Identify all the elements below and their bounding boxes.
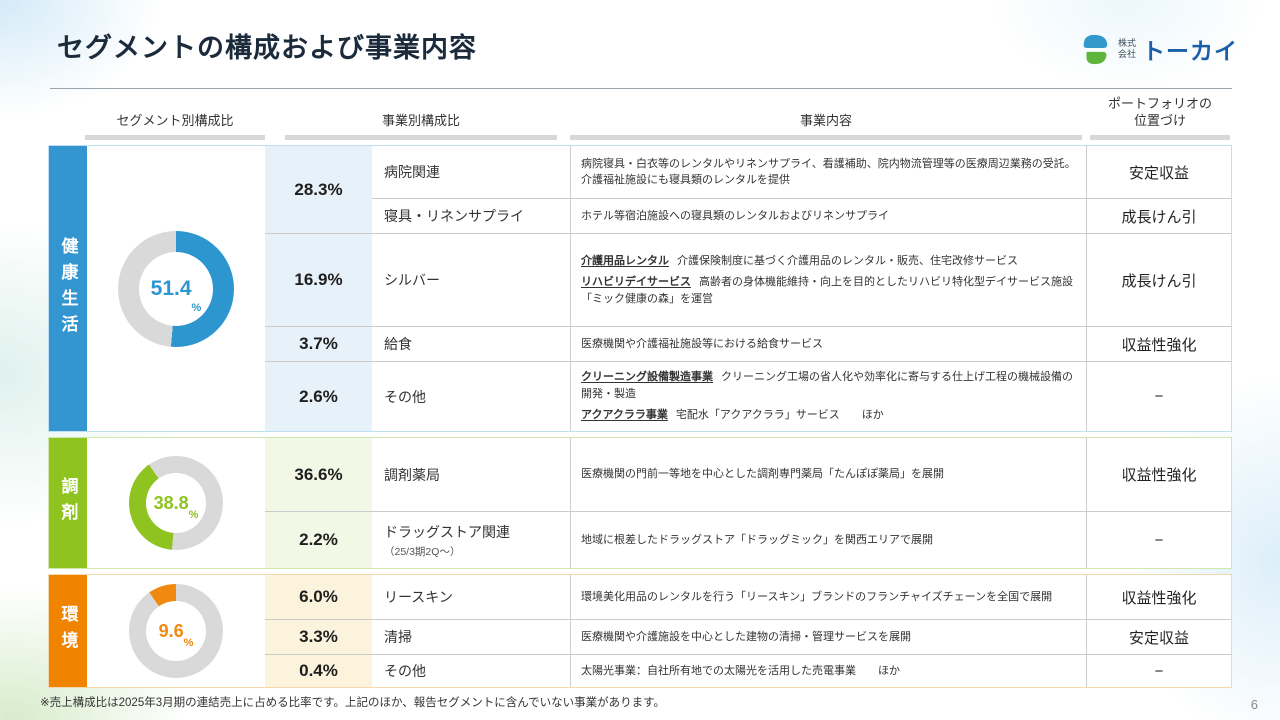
column-header-business-detail: 事業内容: [570, 112, 1082, 140]
business-name-cell: リースキン: [384, 589, 453, 605]
business-description-cell: 医療機関や介護福祉施設等における給食サービス: [570, 326, 1086, 361]
business-description-cell: 医療機関の門前一等地を中心とした調剤専門薬局「たんぽぽ薬局」を展開: [570, 438, 1086, 511]
business-name-cell: 寝具・リネンサプライ: [372, 198, 570, 233]
portfolio-cell: 収益性強化: [1086, 438, 1231, 511]
portfolio-cell: 収益性強化: [1086, 575, 1231, 619]
column-header-segment-ratio: セグメント別構成比: [85, 112, 265, 140]
donut-chart-environment: 9.6%: [129, 584, 223, 678]
segment-ratio-cell: 38.8%: [87, 438, 265, 568]
business-name-cell: 病院関連: [384, 164, 440, 180]
business-name-cell: 給食: [372, 326, 570, 361]
pct-cell: 3.3%: [265, 619, 372, 654]
pct-cell: 2.2%: [265, 511, 372, 568]
business-name-cell: シルバー: [372, 233, 570, 326]
column-header-business-ratio: 事業別構成比: [285, 112, 557, 140]
logo-leaf-icon: [1083, 34, 1108, 65]
business-description-cell: クリーニング設備製造事業 クリーニング工場の省人化や効率化に寄与する仕上げ工程の機…: [570, 361, 1086, 431]
business-description-cell: 地域に根差したドラッグストア「ドラッグミック」を関西エリアで展開: [570, 511, 1086, 568]
business-name-cell: ドラッグストア関連 （25/3期2Q〜）: [372, 511, 570, 568]
pct-cell: 36.6%: [265, 438, 372, 511]
segment-health-life: 健康生活 51.4% 28.3% 病院関連 病院寝具・白衣等のレンタルやリネンサ…: [48, 145, 1232, 432]
description-lead: リハビリデイサービス: [581, 276, 691, 289]
portfolio-cell: −: [1086, 654, 1231, 687]
portfolio-cell: 安定収益: [1086, 619, 1231, 654]
header-underline-bar: [285, 135, 557, 140]
page-title: セグメントの構成および事業内容: [57, 33, 477, 63]
logo-company-name: トーカイ: [1142, 38, 1238, 64]
segment-dispensing: 調剤 38.8% 36.6% 調剤薬局 医療機関の門前一等地を中心とした調剤専門…: [48, 437, 1232, 569]
header-underline-bar: [570, 135, 1082, 140]
business-description-cell: ホテル等宿泊施設への寝具類のレンタルおよびリネンサプライ: [570, 198, 1086, 233]
portfolio-cell: 収益性強化: [1086, 326, 1231, 361]
table-column-headers: セグメント別構成比 事業別構成比 事業内容 ポートフォリオの 位置づけ: [48, 92, 1232, 140]
portfolio-cell: −: [1086, 511, 1231, 568]
pct-cell: 16.9%: [265, 233, 372, 326]
header-underline-bar: [1090, 135, 1230, 140]
donut-center-value: 9.6%: [146, 601, 206, 661]
segment-ratio-cell: 51.4%: [87, 146, 265, 431]
header-underline-bar: [85, 135, 265, 140]
donut-center-value: 51.4%: [139, 251, 213, 326]
segment-table: 健康生活 51.4% 28.3% 病院関連 病院寝具・白衣等のレンタルやリネンサ…: [48, 145, 1232, 688]
portfolio-cell: 安定収益: [1086, 146, 1231, 198]
column-header-portfolio: ポートフォリオの 位置づけ: [1090, 95, 1230, 140]
business-description-cell: 介護用品レンタル 介護保険制度に基づく介護用品のレンタル・販売、住宅改修サービス …: [570, 233, 1086, 326]
segment-label-health-life: 健康生活: [49, 146, 87, 431]
pct-cell: 3.7%: [265, 326, 372, 361]
business-description-cell: 環境美化用品のレンタルを行う「リースキン」ブランドのフランチャイズチェーンを全国…: [570, 575, 1086, 619]
title-underline: [50, 88, 1232, 89]
footnote: ※売上構成比は2025年3月期の連結売上に占める比率です。上記のほか、報告セグメ…: [40, 697, 666, 709]
business-name-cell: 調剤薬局: [384, 466, 440, 483]
segment-ratio-cell: 9.6%: [87, 575, 265, 687]
business-description-cell: 医療機関や介護施設を中心とした建物の清掃・管理サービスを展開: [570, 619, 1086, 654]
description-lead: アクアクララ事業: [581, 409, 668, 422]
segment-label-environment: 環境: [49, 575, 87, 687]
business-name-cell: 清掃: [372, 619, 570, 654]
segment-label-dispensing: 調剤: [49, 438, 87, 568]
business-name-note: （25/3期2Q〜）: [384, 545, 461, 558]
portfolio-cell: −: [1086, 361, 1231, 431]
segment-environment: 環境 9.6% 6.0% リースキン 環境美化用品のレンタルを行う「リースキン」…: [48, 574, 1232, 688]
business-name-cell: その他: [372, 361, 570, 431]
donut-center-value: 38.8%: [146, 473, 206, 533]
pct-cell: 28.3%: [265, 146, 372, 233]
donut-chart-health-life: 51.4%: [118, 230, 234, 347]
pct-cell: 0.4%: [265, 654, 372, 687]
business-description-cell: 太陽光事業：自社所有地での太陽光を活用した売電事業 ほか: [570, 654, 1086, 687]
pct-cell: 2.6%: [265, 361, 372, 431]
portfolio-cell: 成長けん引: [1086, 198, 1231, 233]
logo-company-prefix: 株式 会社: [1117, 38, 1136, 59]
business-name-cell: その他: [372, 654, 570, 687]
description-lead: 介護用品レンタル: [581, 254, 669, 267]
page-number: 6: [1250, 697, 1258, 712]
company-logo: 株式 会社 トーカイ: [1078, 32, 1238, 66]
description-lead: クリーニング設備製造事業: [581, 371, 713, 384]
donut-chart-dispensing: 38.8%: [129, 456, 223, 550]
pct-cell: 6.0%: [265, 575, 372, 619]
portfolio-cell: 成長けん引: [1086, 233, 1231, 326]
business-description-cell: 病院寝具・白衣等のレンタルやリネンサプライ、看護補助、院内物流管理等の医療周辺業…: [570, 146, 1086, 198]
